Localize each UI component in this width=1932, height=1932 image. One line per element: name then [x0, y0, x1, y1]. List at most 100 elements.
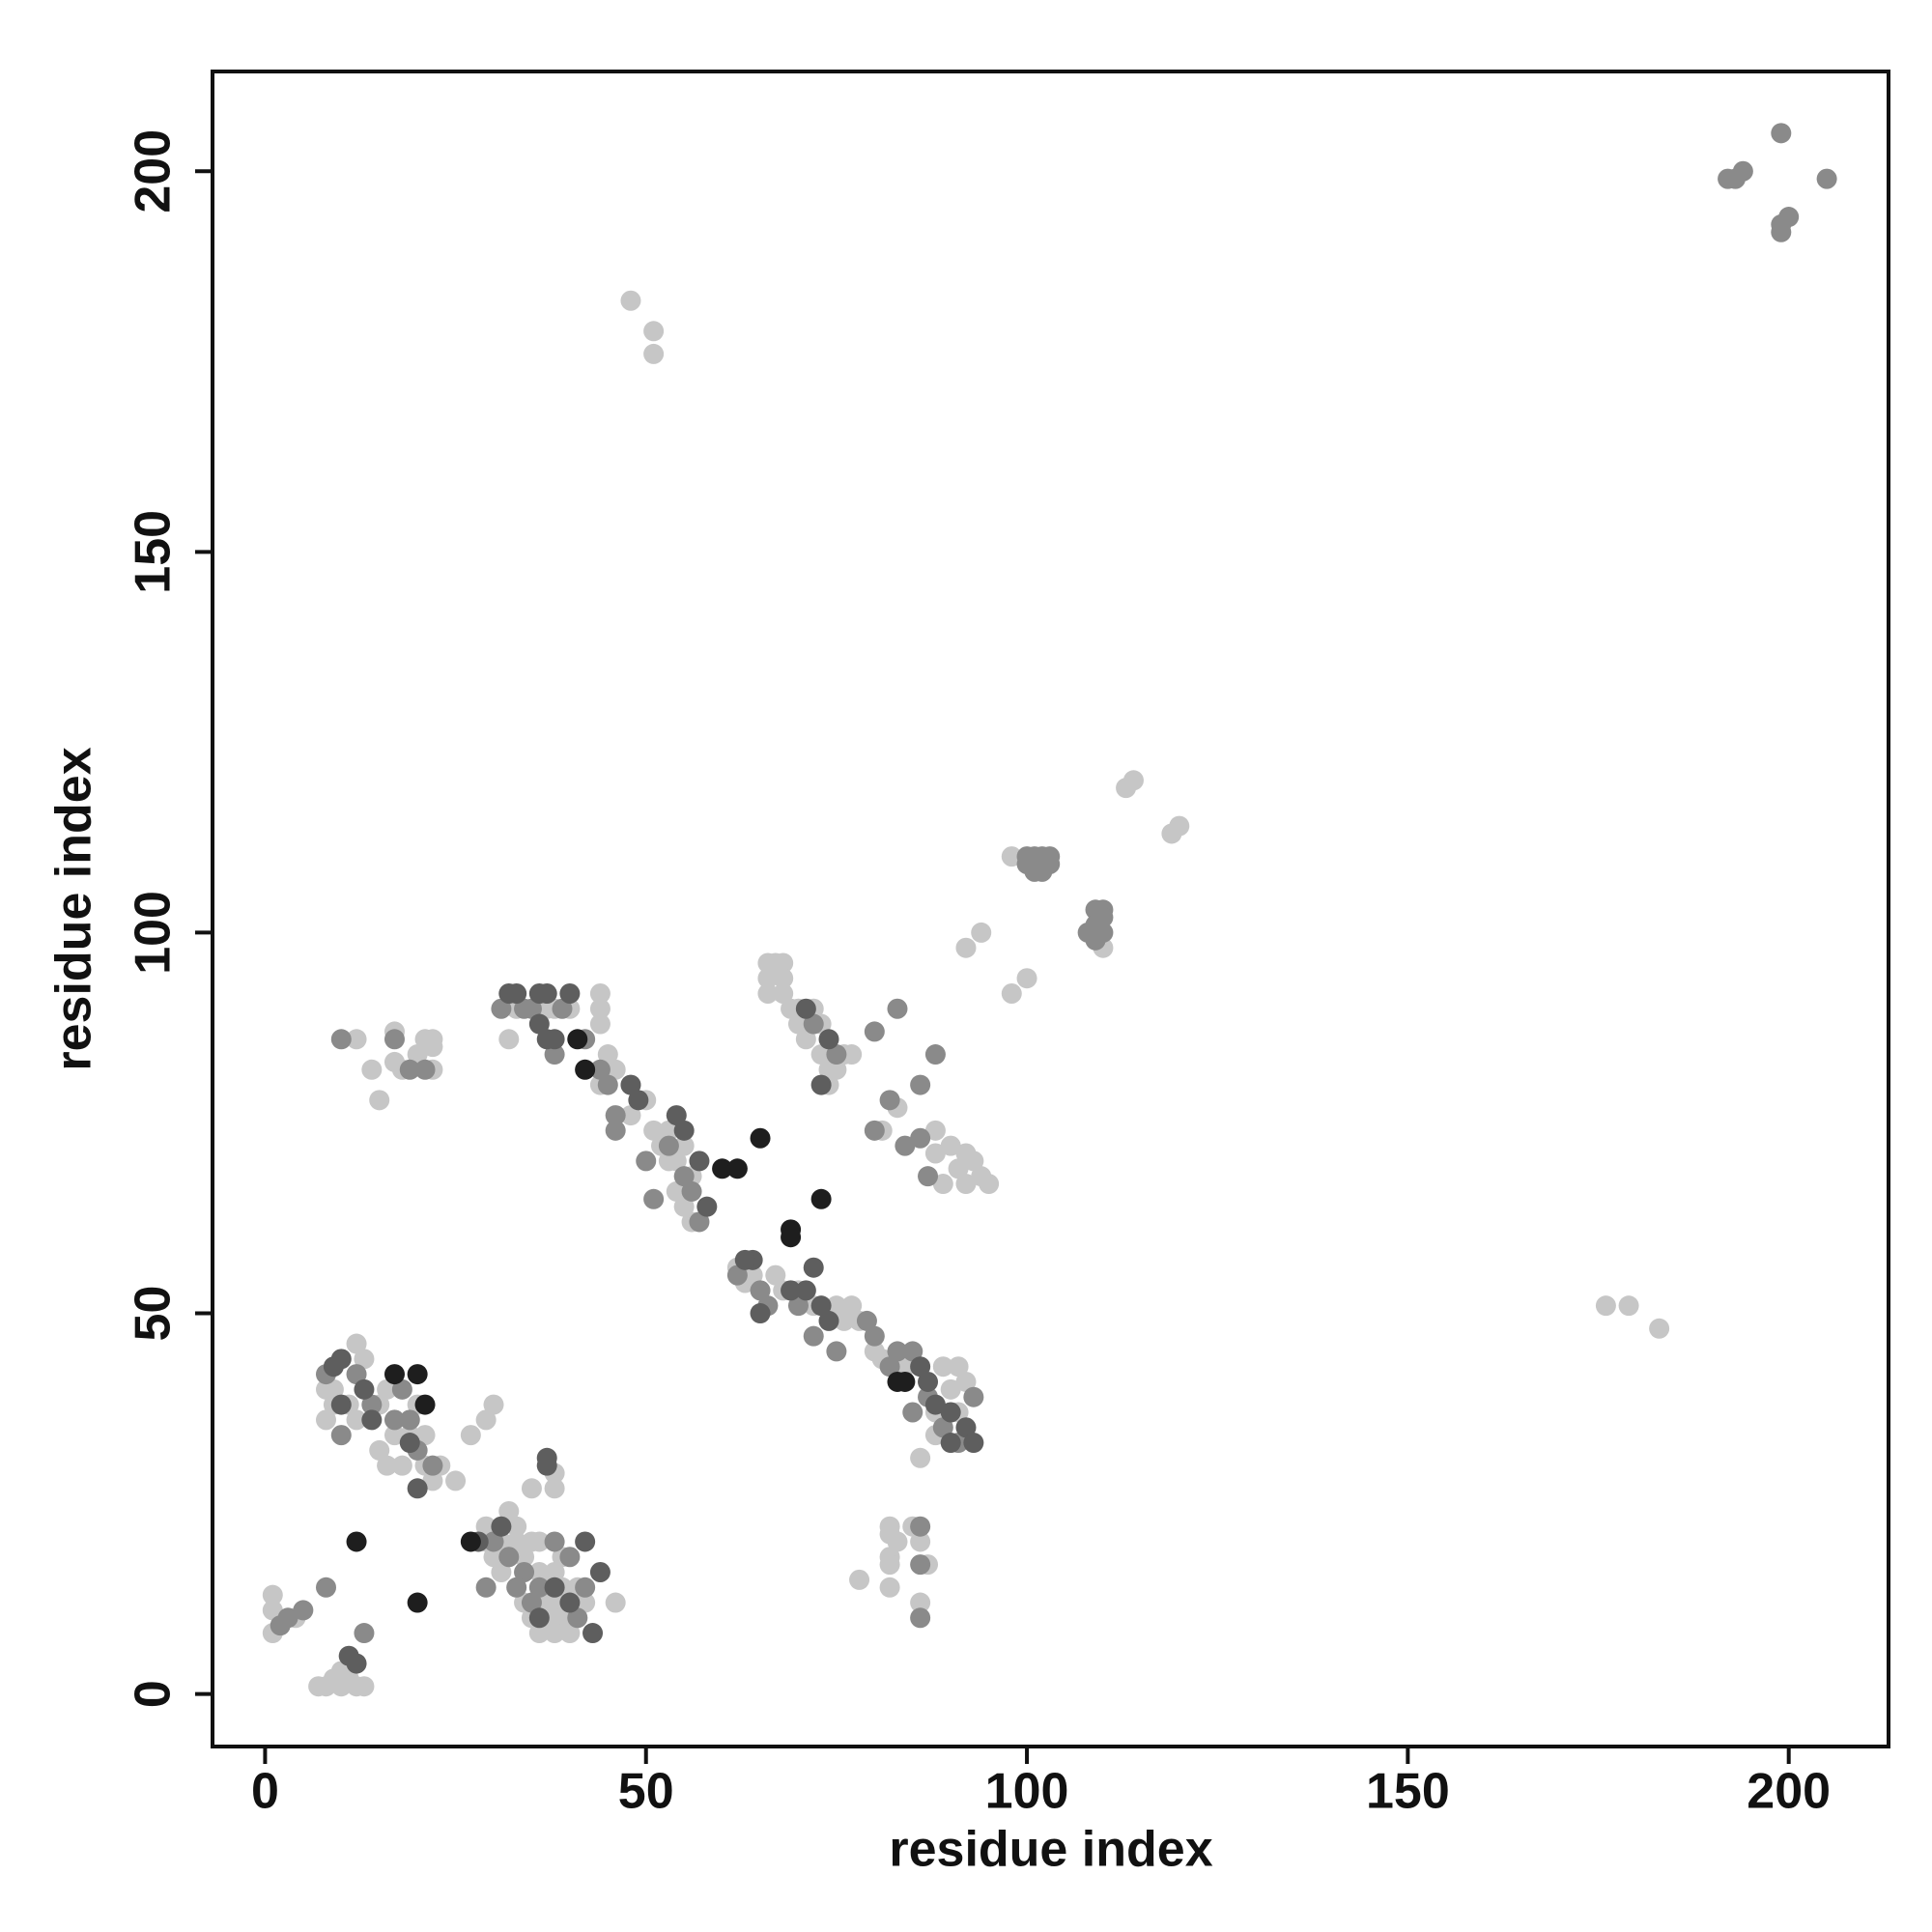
- point: [559, 982, 581, 1004]
- point: [1771, 123, 1792, 144]
- point: [826, 1044, 847, 1065]
- point: [528, 1577, 550, 1598]
- point: [567, 1029, 588, 1050]
- point: [689, 1151, 710, 1172]
- point: [559, 1623, 581, 1644]
- point: [361, 1394, 383, 1415]
- point: [262, 1600, 283, 1621]
- point: [521, 998, 542, 1019]
- point: [787, 1013, 809, 1035]
- point: [750, 1303, 771, 1324]
- point: [918, 1166, 939, 1187]
- point: [346, 1364, 367, 1385]
- point: [544, 1562, 565, 1583]
- point: [895, 1356, 916, 1378]
- point: [514, 1547, 535, 1568]
- point: [620, 1105, 641, 1126]
- point: [544, 1623, 565, 1644]
- point: [918, 1371, 939, 1392]
- point: [673, 1166, 695, 1187]
- point: [384, 1425, 405, 1446]
- point: [803, 1013, 824, 1035]
- point: [810, 1188, 832, 1209]
- point: [910, 1531, 931, 1552]
- point: [910, 1516, 931, 1537]
- point: [559, 1592, 581, 1613]
- point: [826, 1059, 847, 1080]
- point: [414, 1394, 436, 1415]
- x-tick-label: 100: [985, 1764, 1069, 1820]
- point: [354, 1623, 375, 1644]
- point: [422, 1037, 443, 1058]
- point: [361, 1409, 383, 1431]
- point: [575, 1059, 596, 1080]
- point: [940, 1433, 961, 1454]
- point: [803, 1257, 824, 1278]
- point: [1732, 160, 1753, 182]
- point: [483, 1394, 504, 1415]
- point: [330, 1394, 352, 1415]
- point: [384, 1051, 405, 1072]
- y-tick-label: 100: [126, 891, 182, 975]
- point: [330, 1349, 352, 1370]
- point: [712, 1158, 733, 1179]
- point: [910, 1127, 931, 1149]
- point: [757, 968, 779, 989]
- point: [498, 982, 520, 1004]
- point: [979, 1174, 1000, 1195]
- point: [384, 1409, 405, 1431]
- point: [498, 1547, 520, 1568]
- point: [1618, 1295, 1639, 1317]
- point: [948, 1158, 969, 1179]
- x-tick-label: 200: [1747, 1764, 1831, 1820]
- point: [521, 1592, 542, 1613]
- point: [666, 1180, 687, 1202]
- point: [826, 1295, 847, 1317]
- point: [354, 1676, 375, 1697]
- point: [810, 1295, 832, 1317]
- point: [932, 1356, 953, 1378]
- point: [528, 1531, 550, 1552]
- point: [460, 1531, 481, 1552]
- point: [726, 1264, 748, 1286]
- point: [475, 1409, 497, 1431]
- point: [856, 1310, 877, 1331]
- point: [475, 1577, 497, 1598]
- point: [658, 1151, 679, 1172]
- point: [384, 1029, 405, 1050]
- y-tick-label: 50: [126, 1286, 182, 1342]
- point: [795, 1280, 816, 1301]
- point: [308, 1676, 329, 1697]
- point: [346, 1409, 367, 1431]
- point: [750, 1280, 771, 1301]
- point: [795, 998, 816, 1019]
- point: [1161, 823, 1182, 844]
- point: [955, 1417, 977, 1438]
- point: [528, 1623, 550, 1644]
- point: [262, 1584, 283, 1605]
- point: [940, 1402, 961, 1423]
- point: [910, 1592, 931, 1613]
- point: [330, 1029, 352, 1050]
- point: [528, 1562, 550, 1583]
- point: [879, 1090, 900, 1111]
- point: [506, 1531, 527, 1552]
- point: [932, 1174, 953, 1195]
- point: [544, 1577, 565, 1598]
- point: [658, 1135, 679, 1156]
- point: [346, 1333, 367, 1354]
- x-tick-label: 50: [618, 1764, 674, 1820]
- point: [757, 982, 779, 1004]
- point: [407, 1364, 428, 1385]
- x-tick-label: 150: [1366, 1764, 1450, 1820]
- point: [1016, 968, 1037, 989]
- point: [902, 1341, 923, 1362]
- point: [559, 1547, 581, 1568]
- point: [773, 982, 794, 1004]
- point: [841, 1295, 863, 1317]
- point: [338, 1668, 359, 1690]
- point: [407, 1044, 428, 1065]
- point: [924, 1044, 946, 1065]
- point: [589, 982, 611, 1004]
